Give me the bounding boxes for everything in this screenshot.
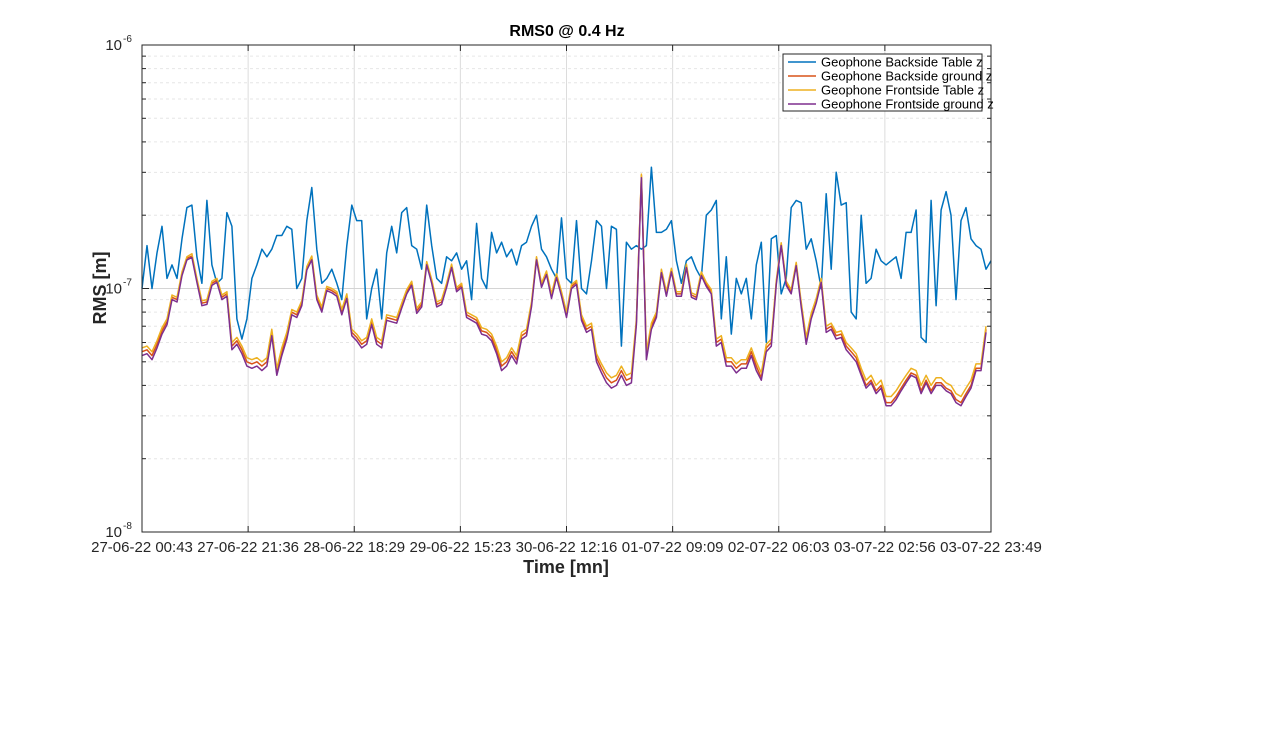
x-axis-label: Time [mn] [523, 557, 609, 577]
legend-entry: Geophone Frontside Table z [821, 83, 984, 98]
x-axis-ticks: 27-06-22 00:43 27-06-22 21:36 28-06-22 18:… [91, 45, 1042, 556]
x-tick-label: 27-06-22 00:43 [91, 539, 193, 556]
y-tick-label: 10 [105, 37, 122, 54]
x-tick-label: 29-06-22 15:23 [410, 539, 512, 556]
x-tick-label: 02-07-22 06:03 [728, 539, 830, 556]
series-line-3 [141, 173, 987, 398]
series-lines [141, 166, 992, 407]
y-tick-label: 10 [105, 281, 122, 298]
x-tick-label: 28-06-22 18:29 [303, 539, 405, 556]
y-tick-label: 10 [105, 524, 122, 541]
y-tick-exponent: -8 [123, 521, 132, 532]
x-tick-label: 27-06-22 21:36 [197, 539, 299, 556]
legend-box [782, 53, 983, 112]
y-axis-label: RMS [m] [90, 252, 110, 325]
x-tick-label: 30-06-22 12:16 [516, 539, 618, 556]
chart-title: RMS0 @ 0.4 Hz [509, 23, 624, 40]
grid-lines [142, 45, 991, 532]
y-tick-exponent: -7 [123, 278, 132, 289]
legend-entry: Geophone Backside Table z [821, 55, 983, 70]
legend-entry: Geophone Backside ground z [821, 69, 992, 84]
y-axis-ticks: 10-610-710-8 [105, 34, 991, 541]
legend-entry: Geophone Frontside ground z [821, 97, 994, 112]
plot-border [141, 44, 992, 533]
series-line-4 [141, 176, 987, 407]
y-tick-exponent: -6 [123, 34, 132, 45]
x-tick-label: 01-07-22 09:09 [622, 539, 724, 556]
series-line-1 [141, 166, 992, 347]
x-tick-label: 03-07-22 02:56 [834, 539, 936, 556]
x-tick-label: 03-07-22 23:49 [940, 539, 1042, 556]
